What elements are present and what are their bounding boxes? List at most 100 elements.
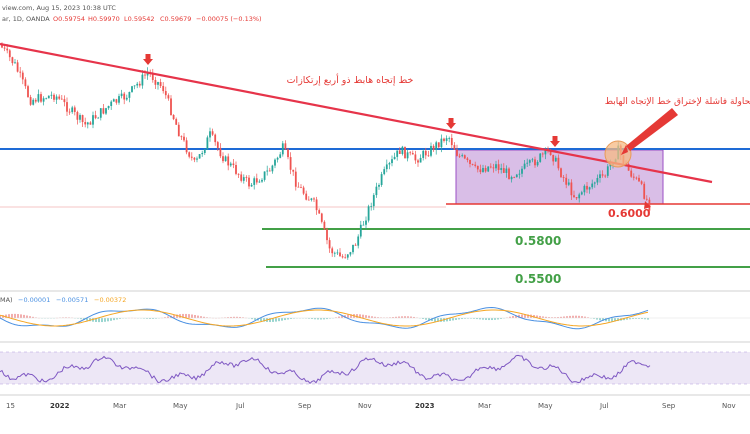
candle-body: [305, 194, 307, 200]
macd-histogram-bar: [188, 314, 190, 318]
candle-body: [35, 100, 37, 102]
candle-body: [412, 153, 414, 154]
header-low: L0.59542: [124, 15, 155, 23]
candle-body: [469, 160, 471, 164]
macd-histogram-bar: [278, 318, 280, 321]
candle-body: [493, 167, 495, 168]
candle-body: [316, 199, 318, 210]
level-label-0-6000: 0.6000: [608, 207, 651, 220]
candle-body: [383, 169, 385, 174]
header-high: H0.59970: [88, 15, 120, 23]
candle-body: [123, 94, 125, 100]
candle-body: [386, 164, 388, 169]
candle-body: [144, 75, 146, 76]
macd-histogram-bar: [23, 315, 25, 318]
candle-body: [594, 182, 596, 183]
candle-body: [261, 180, 263, 182]
candle-body: [415, 154, 417, 160]
touch-arrow-2: [446, 118, 456, 129]
candle-body: [222, 156, 224, 161]
time-axis[interactable]: 15 2022 Mar May Jul Sep Nov 2023 Mar May…: [6, 402, 736, 410]
candle-body: [87, 122, 89, 124]
candle-body: [303, 188, 305, 194]
candle-body: [199, 154, 201, 158]
candle-body: [534, 159, 536, 165]
candle-body: [404, 147, 406, 159]
candle-body: [160, 82, 162, 86]
candle-body: [248, 178, 250, 187]
candle-body: [110, 102, 112, 106]
level-label-0-5800: 0.5800: [515, 234, 561, 248]
candle-body: [391, 159, 393, 163]
candle-body: [129, 92, 131, 98]
candle-body: [394, 157, 396, 159]
macd-histogram-bar: [101, 318, 103, 322]
candle-body: [459, 156, 461, 157]
candle-body: [253, 178, 255, 185]
candle-body: [370, 206, 372, 207]
time-label-may-2023: May: [538, 402, 552, 410]
candle-body: [183, 137, 185, 141]
candle-body: [277, 158, 279, 160]
candle-body: [643, 184, 645, 199]
candle-body: [53, 95, 55, 100]
candle-body: [212, 131, 214, 134]
candle-body: [477, 166, 479, 170]
candle-body: [378, 185, 380, 187]
candle-body: [516, 175, 518, 177]
candle-body: [162, 86, 164, 91]
candle-body: [576, 197, 578, 198]
candle-body: [555, 158, 557, 162]
candle-body: [196, 159, 198, 160]
candle-body: [251, 185, 253, 187]
candle-body: [84, 122, 86, 124]
candle-body: [521, 169, 523, 174]
candle-body: [435, 142, 437, 150]
candle-body: [591, 184, 593, 188]
candle-body: [586, 186, 588, 190]
candle-body: [61, 99, 63, 100]
candle-body: [233, 164, 235, 165]
candle-body: [64, 99, 66, 102]
macd-histogram-bar: [539, 316, 541, 318]
macd-legend-v2: −0.00571: [56, 296, 88, 304]
candle-body: [51, 95, 53, 96]
candle-body: [19, 72, 21, 73]
macd-histogram-bar: [26, 316, 28, 318]
candle-body: [170, 98, 172, 115]
candle-body: [45, 98, 47, 99]
candle-body: [602, 174, 604, 175]
time-label-nov-2023: Nov: [722, 402, 736, 410]
candle-body: [498, 164, 500, 170]
macd-histogram-bar: [104, 318, 106, 322]
candle-body: [12, 57, 14, 63]
macd-histogram-bar: [362, 315, 364, 318]
macd-histogram-bar: [110, 318, 112, 321]
candle-body: [194, 158, 196, 160]
macd-histogram-bar: [578, 316, 580, 318]
candle-body: [420, 158, 422, 163]
candle-body: [584, 186, 586, 192]
header-open: O0.59754: [53, 15, 85, 23]
header-symbol: view.com, Aug 15, 2023 10:38 UTC: [2, 4, 116, 12]
candle-body: [298, 187, 300, 188]
candle-body: [40, 94, 42, 102]
candle-body: [342, 256, 344, 257]
candle-body: [511, 177, 513, 179]
macd-histogram-bar: [191, 314, 193, 318]
candle-body: [607, 166, 609, 176]
candle-body: [48, 96, 50, 99]
time-label-may-2022: May: [173, 402, 187, 410]
candle-body: [201, 153, 203, 154]
candle-body: [552, 155, 554, 161]
candle-body: [165, 91, 167, 95]
macd-histogram-bar: [20, 314, 22, 318]
candle-body: [422, 151, 424, 158]
candle-body: [100, 108, 102, 118]
macd-legend-v3: −0.00372: [94, 296, 126, 304]
candle-body: [181, 136, 183, 137]
candle-body: [292, 170, 294, 172]
candle-body: [443, 139, 445, 141]
